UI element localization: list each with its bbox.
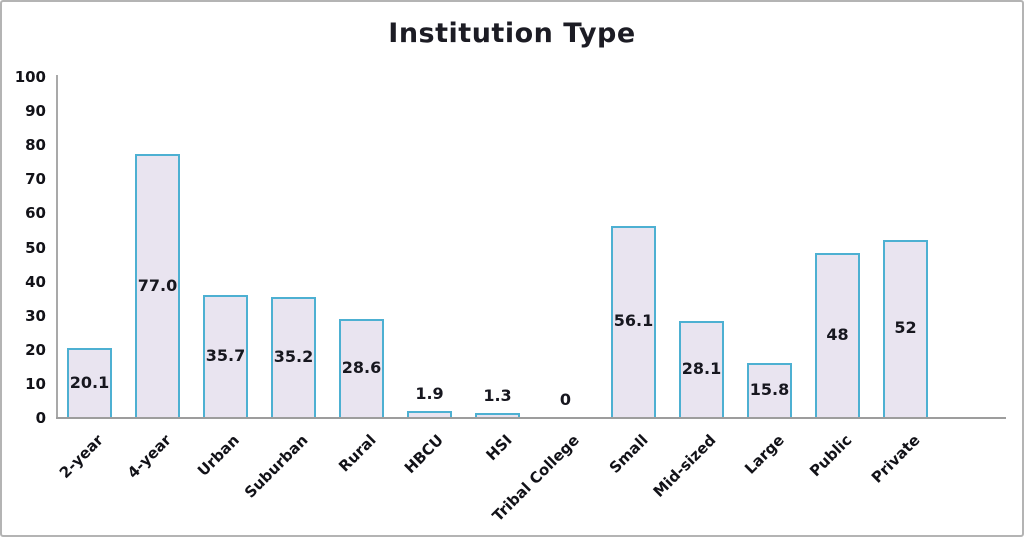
y-tick-label: 70 [25, 170, 46, 189]
y-tick-label: 40 [25, 272, 46, 291]
bar-value-label: 77.0 [137, 275, 178, 295]
bar-value-label: 35.7 [205, 346, 246, 366]
x-tick-label: Small [605, 431, 652, 477]
bar [679, 321, 724, 419]
y-tick-label: 60 [25, 204, 46, 223]
chart-title: Institution Type [388, 18, 636, 49]
bar [67, 348, 112, 419]
bar [883, 239, 928, 419]
bar [815, 253, 860, 419]
bar [339, 319, 384, 419]
bar-value-label: 48 [826, 325, 849, 345]
x-tick-label: HBCU [401, 431, 448, 478]
y-tick-label: 90 [25, 102, 46, 121]
bar-value-label: 1.3 [483, 385, 512, 405]
x-tick-label: 4-year [124, 431, 176, 483]
bar-value-label: 28.6 [341, 358, 382, 378]
y-tick-label: 50 [25, 238, 46, 257]
bar-value-label: 15.8 [749, 380, 790, 400]
y-tick-label: 20 [25, 340, 46, 359]
bar-value-label: 35.2 [273, 346, 314, 366]
x-tick-label: Mid-sized [649, 431, 720, 501]
x-tick-label: Public [806, 431, 856, 481]
x-tick-label: Rural [334, 431, 380, 476]
y-tick-label: 80 [25, 136, 46, 155]
y-axis-line [56, 75, 58, 419]
x-tick-label: HSI [482, 431, 516, 465]
x-tick-label: Large [740, 431, 788, 478]
y-tick-label: 100 [14, 68, 46, 86]
y-tick-label: 10 [25, 374, 46, 393]
bar-value-label: 56.1 [613, 311, 654, 331]
x-tick-label: Private [867, 431, 924, 487]
bar-value-label: 0 [559, 390, 572, 409]
bar [611, 225, 656, 419]
bar-value-label: 52 [894, 318, 917, 338]
bar-value-label: 28.1 [681, 359, 722, 379]
x-tick-label: Urban [194, 431, 244, 480]
bar [747, 363, 792, 419]
x-axis-line [56, 417, 1006, 419]
bar-value-label: 20.1 [69, 372, 110, 392]
y-tick-label: 30 [25, 306, 46, 325]
bar [203, 295, 248, 419]
x-tick-label: Suburban [240, 431, 312, 502]
x-tick-label: 2-year [56, 431, 108, 483]
bar-value-label: 1.9 [415, 383, 444, 403]
y-tick-label: 0 [35, 409, 46, 427]
